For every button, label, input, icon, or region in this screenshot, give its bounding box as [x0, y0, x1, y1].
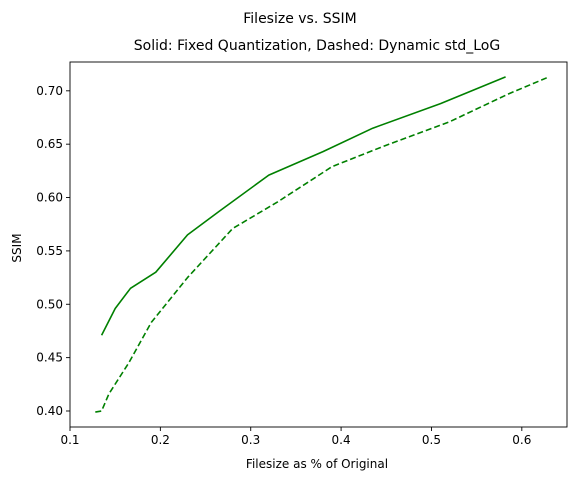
x-tick-label: 0.1	[60, 433, 79, 447]
y-tick-label: 0.60	[36, 191, 63, 205]
chart-suptitle: Filesize vs. SSIM	[243, 11, 356, 27]
y-tick-label: 0.45	[36, 351, 63, 365]
x-tick-label: 0.5	[422, 433, 441, 447]
chart-title: Solid: Fixed Quantization, Dashed: Dynam…	[134, 38, 500, 54]
axes-frame	[69, 61, 568, 428]
y-tick-label: 0.65	[36, 137, 63, 151]
x-tick-label: 0.3	[241, 433, 260, 447]
x-tick-label: 0.4	[332, 433, 351, 447]
x-tick-label: 0.6	[512, 433, 531, 447]
y-tick-label: 0.70	[36, 84, 63, 98]
y-tick-label: 0.50	[36, 297, 63, 311]
axes: 0.1 0.2 0.3 0.4 0.5 0.6 0.40 0.45 0.50 0.55 0.60 0.…	[36, 61, 568, 447]
plot-lines	[95, 76, 550, 413]
x-axis-label: Filesize as % of Original	[246, 457, 388, 471]
y-tick-label: 0.55	[36, 244, 63, 258]
y-tick-label: 0.40	[36, 404, 63, 418]
series-line-dashed	[95, 76, 550, 413]
y-axis-label: SSIM	[10, 233, 24, 262]
series-line-solid	[100, 76, 506, 336]
x-tick-label: 0.2	[151, 433, 170, 447]
